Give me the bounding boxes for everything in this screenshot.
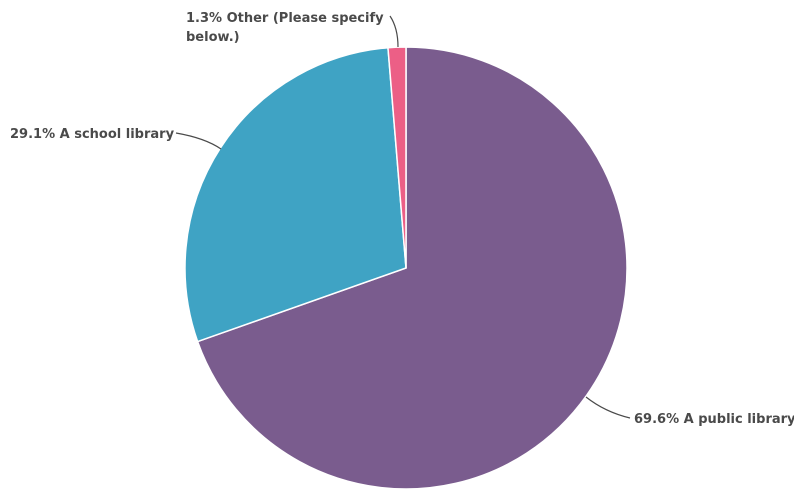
- leader-line-other: [389, 15, 399, 48]
- slice-public-library: [196, 46, 628, 489]
- slice-school-library: [184, 46, 407, 343]
- label-other-line-2: below.): [186, 30, 240, 45]
- label-school-library: 29.1% A school library: [10, 127, 175, 142]
- label-other-line-1: 1.3% Other (Please specify: [186, 11, 384, 26]
- leader-line-public-library: [585, 396, 631, 419]
- slice-other: [387, 46, 407, 269]
- pie-slices: [184, 46, 628, 489]
- leader-line-school-library: [175, 132, 222, 150]
- label-public-library: 69.6% A public library: [634, 412, 794, 427]
